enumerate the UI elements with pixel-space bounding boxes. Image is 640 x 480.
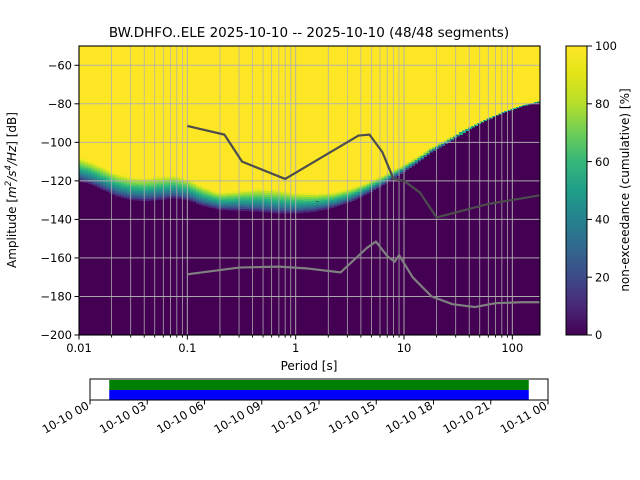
svg-text:Amplitude [m2/s4/Hz] [dB]: Amplitude [m2/s4/Hz] [dB]: [4, 112, 19, 268]
x-tick-label: 0.01: [66, 341, 92, 355]
coverage-bar-blue: [109, 390, 529, 400]
ylabel-unit-s: /s: [5, 171, 19, 182]
y-tick-label: −160: [40, 251, 72, 265]
y-tick-label: −100: [40, 136, 72, 150]
y-axis-label: Amplitude [m2/s4/Hz] [dB]: [4, 112, 19, 268]
noise-model-nlnm: [187, 240, 540, 309]
x-axis-label: Period [s]: [281, 359, 338, 373]
colorbar-tick-label: 80: [595, 97, 610, 111]
colorbar-tick-label: 100: [595, 39, 617, 53]
y-tick-label: −120: [40, 174, 72, 188]
y-tick-label: −60: [48, 58, 72, 72]
main-axes: 0.01 0.1 1 10 100 −60 −80 −100 −120 −140 −160 −180 −…: [40, 45, 541, 355]
noise-model-nhnm: [187, 124, 540, 219]
ylabel-unit-hz: /Hz: [5, 145, 19, 166]
colorbar: 0 20 40 60 80 100 non-exceedance (cumulative)…: [565, 39, 632, 342]
x-tick-label: 10: [397, 341, 412, 355]
x-tick-label: 1: [292, 341, 299, 355]
ylabel-sup-4: 4: [4, 165, 14, 170]
y-tick-label: −80: [48, 97, 72, 111]
colorbar-label-group: non-exceedance (cumulative) [%]: [618, 88, 632, 291]
y-tick-label: −200: [40, 328, 72, 342]
plot-title: BW.DHFO..ELE 2025-10-10 -- 2025-10-10 (4…: [109, 25, 509, 41]
ylabel-sup-2: 2: [4, 181, 14, 186]
colorbar-frame: [565, 45, 588, 336]
ylabel-prefix: Amplitude [: [5, 198, 19, 268]
colorbar-ticks: 0 20 40 60 80 100: [587, 39, 617, 342]
axes-frame: [78, 45, 541, 336]
colorbar-tick-label: 60: [595, 155, 610, 169]
colorbar-tick-label: 40: [595, 213, 610, 227]
ylabel-suffix: ] [dB]: [5, 112, 19, 146]
y-tick-label: −140: [40, 213, 72, 227]
coverage-ticks: [89, 400, 549, 405]
coverage-bar-green: [109, 380, 529, 390]
x-tick-label: 100: [501, 341, 523, 355]
colorbar-label: non-exceedance (cumulative) [%]: [618, 88, 632, 291]
colorbar-tick-label: 20: [595, 270, 610, 284]
noise-model-lines: [187, 124, 540, 309]
axis-ticks: 0.01 0.1 1 10 100 −60 −80 −100 −120 −140 −160 −180 −…: [40, 58, 523, 355]
x-tick-label: 0.1: [178, 341, 196, 355]
y-tick-label: −180: [40, 290, 72, 304]
ylabel-unit-m: m: [5, 186, 19, 198]
colorbar-tick-label: 0: [595, 328, 602, 342]
colorbar-gradient: [566, 46, 587, 335]
